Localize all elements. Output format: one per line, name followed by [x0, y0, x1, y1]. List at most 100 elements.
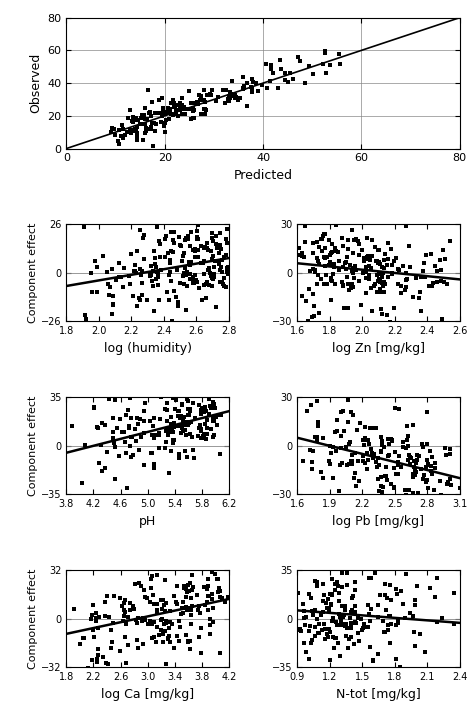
- Point: [195, 282, 203, 294]
- Point: [112, 275, 119, 286]
- Point: [200, 256, 207, 267]
- Point: [313, 433, 321, 445]
- Point: [309, 610, 317, 621]
- Point: [199, 371, 207, 383]
- Point: [411, 465, 419, 476]
- Point: [240, 80, 247, 92]
- Point: [324, 631, 332, 642]
- Point: [338, 276, 346, 287]
- Point: [185, 409, 192, 421]
- Point: [444, 505, 452, 516]
- Point: [133, 131, 140, 142]
- Point: [402, 568, 410, 580]
- Point: [116, 414, 124, 425]
- Point: [368, 305, 376, 316]
- Point: [119, 282, 127, 293]
- Point: [359, 268, 367, 279]
- Point: [119, 132, 127, 143]
- Point: [169, 246, 177, 258]
- Point: [388, 435, 395, 446]
- Point: [177, 104, 184, 116]
- Point: [108, 264, 116, 275]
- Point: [374, 258, 382, 269]
- Point: [197, 622, 205, 633]
- Point: [423, 474, 431, 486]
- Point: [302, 295, 310, 306]
- Point: [209, 274, 217, 285]
- Point: [161, 404, 168, 415]
- Point: [406, 607, 414, 618]
- Point: [167, 605, 174, 616]
- Point: [337, 430, 345, 441]
- Point: [284, 76, 292, 88]
- Point: [395, 265, 403, 276]
- Point: [375, 486, 383, 497]
- Point: [146, 107, 154, 118]
- Point: [80, 633, 88, 644]
- Point: [412, 466, 420, 477]
- Point: [326, 459, 334, 470]
- Point: [301, 221, 309, 232]
- Point: [428, 469, 436, 480]
- Point: [400, 437, 407, 448]
- Point: [116, 645, 124, 657]
- Point: [354, 627, 361, 638]
- Point: [221, 381, 229, 392]
- Point: [218, 261, 225, 273]
- Point: [221, 251, 228, 263]
- Point: [383, 526, 390, 537]
- Point: [325, 455, 333, 467]
- Point: [223, 267, 231, 278]
- Point: [197, 647, 205, 659]
- Point: [333, 576, 341, 587]
- Point: [188, 113, 195, 124]
- Point: [313, 236, 321, 247]
- Point: [180, 268, 188, 279]
- Point: [362, 287, 370, 299]
- Point: [367, 573, 375, 584]
- Point: [416, 628, 424, 640]
- Point: [209, 594, 216, 605]
- Point: [167, 226, 175, 237]
- Point: [219, 279, 227, 290]
- Point: [203, 242, 211, 253]
- Point: [333, 425, 341, 436]
- Point: [153, 267, 161, 278]
- Point: [128, 431, 135, 443]
- Point: [362, 261, 369, 273]
- Point: [206, 400, 214, 412]
- Point: [400, 260, 407, 271]
- Point: [216, 204, 223, 215]
- Point: [307, 400, 315, 411]
- Point: [133, 121, 141, 133]
- Point: [317, 610, 325, 621]
- Point: [252, 78, 260, 89]
- Point: [164, 103, 172, 114]
- Point: [148, 447, 155, 458]
- Point: [171, 285, 178, 297]
- Point: [319, 230, 327, 241]
- Point: [139, 110, 147, 121]
- Point: [187, 605, 195, 616]
- Point: [327, 441, 334, 452]
- Point: [425, 281, 433, 292]
- Point: [326, 256, 334, 268]
- Point: [143, 592, 151, 603]
- Point: [338, 601, 346, 612]
- Point: [204, 580, 212, 592]
- Point: [126, 393, 133, 404]
- Point: [367, 604, 375, 615]
- X-axis label: Predicted: Predicted: [234, 169, 292, 182]
- Point: [129, 600, 137, 611]
- Point: [198, 93, 205, 104]
- Point: [209, 412, 217, 424]
- Point: [355, 635, 363, 647]
- Point: [97, 440, 105, 451]
- Point: [375, 244, 383, 256]
- Point: [344, 567, 351, 578]
- Point: [93, 616, 100, 627]
- Point: [365, 438, 373, 450]
- Point: [348, 265, 356, 276]
- Point: [405, 431, 412, 442]
- Point: [334, 620, 341, 631]
